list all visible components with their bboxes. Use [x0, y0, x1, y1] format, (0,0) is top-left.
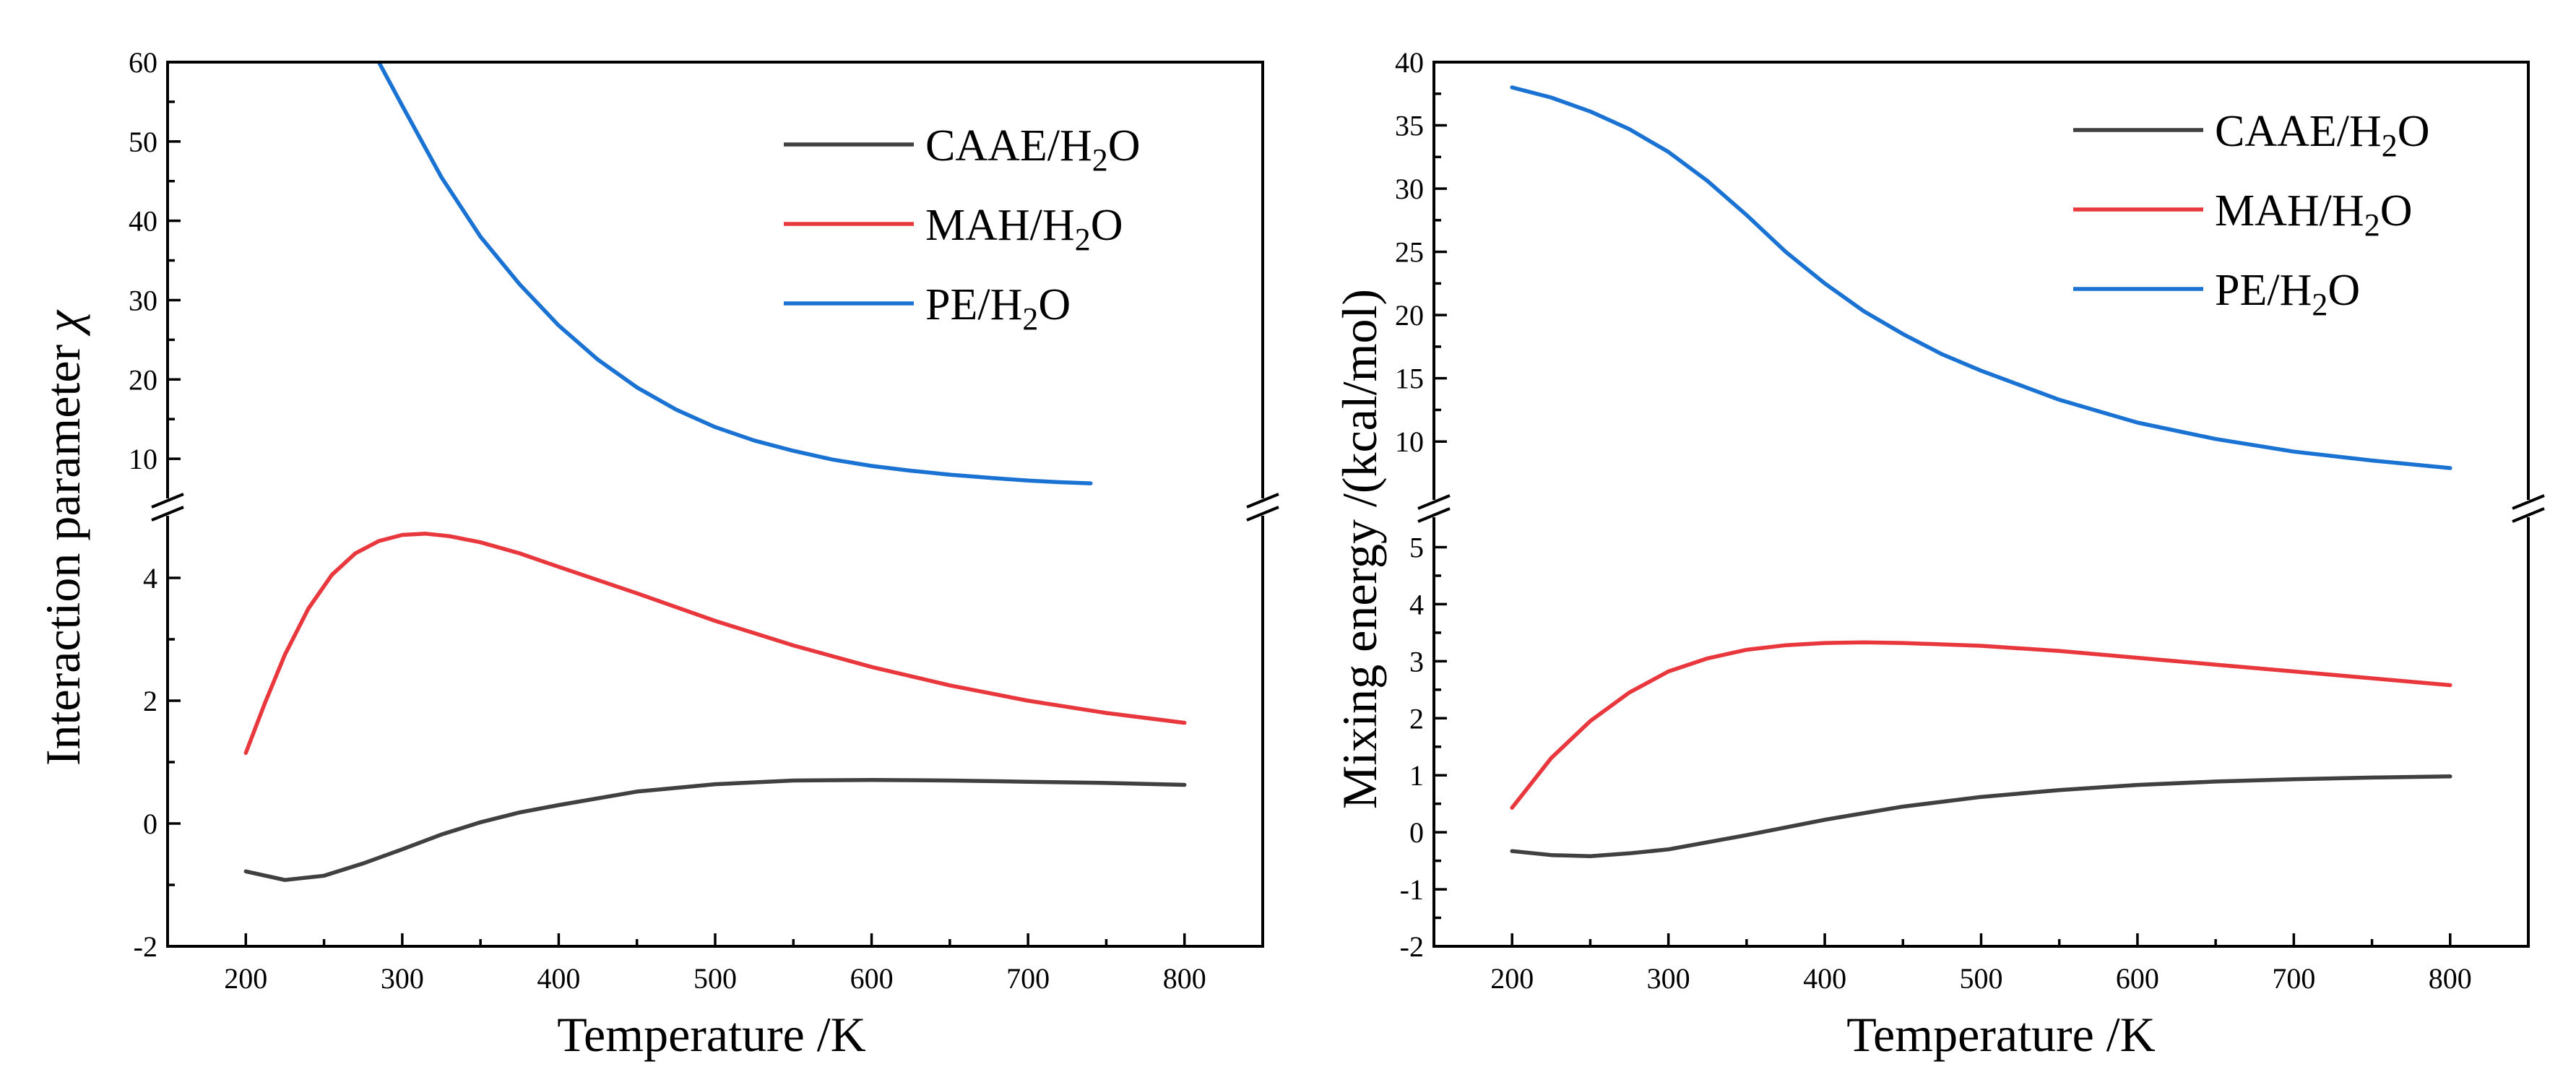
y-tick-label: 15 — [1395, 363, 1424, 395]
axis-break-mark — [1246, 493, 1279, 509]
axis-break-mark — [2512, 494, 2545, 510]
y-tick-label: 0 — [143, 808, 157, 840]
series-line-mah — [1510, 640, 2452, 810]
series-line-pe — [1510, 85, 2452, 470]
legend-label: PE/H2O — [2215, 266, 2360, 322]
axis-break-mark — [151, 506, 184, 522]
x-tick-label: 600 — [2116, 962, 2159, 995]
left-x-axis-label: Temperature /K — [557, 1007, 866, 1062]
y-tick-label: 50 — [129, 126, 157, 158]
y-tick-label: 25 — [1395, 236, 1424, 269]
y-tick-label: 3 — [1409, 645, 1424, 678]
y-tick-label: 10 — [129, 443, 157, 475]
x-tick-label: 500 — [693, 962, 737, 995]
axis-break-mark — [1417, 507, 1451, 523]
x-tick-label: 700 — [1006, 962, 1050, 995]
y-tick-label: 0 — [1409, 816, 1424, 849]
plot-frame — [166, 61, 1264, 948]
y-tick-label: 2 — [1409, 702, 1424, 735]
series-line-mah — [243, 532, 1187, 756]
legend-label: CAAE/H2O — [2215, 107, 2430, 163]
y-tick-label: 30 — [129, 284, 157, 316]
legend: CAAE/H2O MAH/H2O PE/H2O — [784, 121, 1141, 337]
y-tick-label: 30 — [1395, 173, 1424, 205]
axis-break-mark — [2512, 507, 2545, 523]
legend: CAAE/H2O MAH/H2O PE/H2O — [2073, 107, 2430, 322]
right-y-axis-label: Mixing energy /(kcal/mol) — [1332, 289, 1387, 809]
axis-break-mark — [151, 493, 184, 509]
y-tick-label: -1 — [1400, 873, 1424, 906]
y-tick-label: 5 — [1409, 531, 1424, 563]
series-lines — [1510, 85, 2452, 859]
x-tick-label: 200 — [1490, 962, 1534, 995]
x-tick-label: 400 — [1803, 962, 1846, 995]
x-tick-label: 700 — [2272, 962, 2315, 995]
x-tick-label: 600 — [850, 962, 894, 995]
y-tick-label: 20 — [1395, 299, 1424, 332]
y-tick-label: 10 — [1395, 425, 1424, 458]
legend-label: MAH/H2O — [2215, 186, 2412, 243]
series-line-pe — [376, 62, 1093, 485]
y-tick-label: -2 — [1400, 930, 1424, 963]
chart-right: Mixing energy /(kcal/mol) Temperature /K… — [1332, 46, 2545, 1062]
right-x-axis-label: Temperature /K — [1846, 1007, 2156, 1062]
y-tick-label: 4 — [143, 562, 157, 595]
series-line-caae — [243, 777, 1187, 882]
left-y-axis-label: Interaction parameter χ — [35, 309, 90, 766]
y-tick-label: 60 — [129, 46, 157, 79]
x-tick-label: 800 — [1163, 962, 1206, 995]
x-tick-label: 400 — [537, 962, 580, 995]
x-tick-label: 800 — [2429, 962, 2472, 995]
x-tick-label: 200 — [224, 962, 267, 995]
y-tick-label: 2 — [143, 685, 157, 717]
legend-label: MAH/H2O — [925, 201, 1123, 257]
series-lines — [243, 62, 1187, 882]
series-line-caae — [1510, 774, 2452, 859]
y-tick-label: 40 — [1395, 46, 1424, 79]
y-tick-label: 35 — [1395, 110, 1424, 142]
y-tick-label: 40 — [129, 205, 157, 238]
x-tick-label: 300 — [1647, 962, 1690, 995]
legend-label: CAAE/H2O — [925, 121, 1141, 178]
chart-left: Interaction parameter χ Temperature /K 2… — [35, 46, 1279, 1062]
axis-break-mark — [1246, 506, 1279, 522]
y-tick-label: -2 — [134, 930, 157, 963]
axis-break-mark — [1417, 494, 1451, 510]
y-tick-label: 4 — [1409, 588, 1424, 621]
x-tick-label: 500 — [1960, 962, 2003, 995]
x-tick-label: 300 — [381, 962, 424, 995]
legend-label: PE/H2O — [925, 280, 1071, 337]
y-tick-label: 1 — [1409, 759, 1424, 792]
y-tick-label: 20 — [129, 363, 157, 396]
plot-frame — [1432, 61, 2530, 948]
